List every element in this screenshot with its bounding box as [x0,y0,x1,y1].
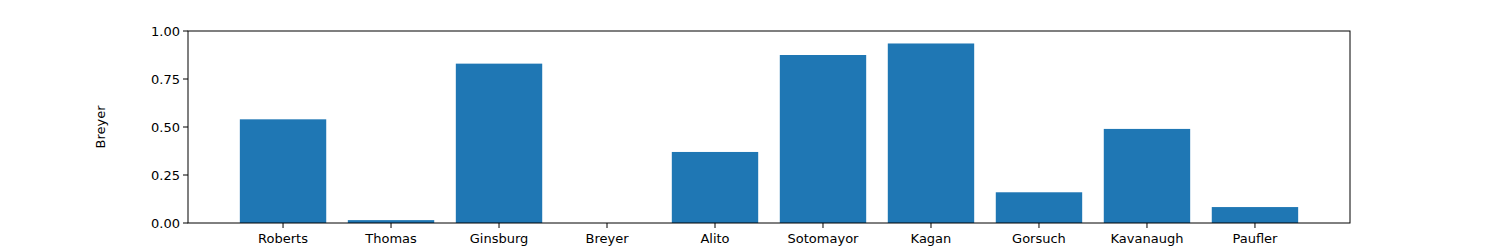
bar [456,64,542,223]
y-tick [183,79,188,80]
bar [1104,129,1190,223]
y-axis-label: Breyer [93,105,108,149]
y-tick-label: 0.00 [151,216,180,231]
x-tick-label: Thomas [364,231,417,246]
x-tick [1146,223,1147,228]
x-tick-label: Alito [700,231,729,246]
y-tick-label: 0.50 [151,120,180,135]
x-tick [1038,223,1039,228]
bar [672,152,758,223]
x-tick [607,223,608,228]
bar [240,119,326,223]
x-tick [391,223,392,228]
x-tick-label: Gorsuch [1012,231,1066,246]
y-tick-label: 1.00 [151,24,180,39]
bar [1212,207,1298,223]
y-tick-label: 0.75 [151,72,180,87]
x-tick-label: Kavanaugh [1111,231,1184,246]
x-tick-label: Kagan [911,231,952,246]
x-tick-label: Roberts [258,231,308,246]
y-tick [183,223,188,224]
chart: 0.00 0.25 0.50 0.75 1.00 Roberts Thomas Ginsbur… [0,0,1500,250]
x-tick-label: Paufler [1232,231,1278,246]
y-tick [183,175,188,176]
y-tick-label: 0.25 [151,168,180,183]
bars [240,43,1298,223]
x-tick [930,223,931,228]
x-tick [822,223,823,228]
frame [188,31,1350,223]
x-tick [283,223,284,228]
x-tick [499,223,500,228]
x-tick-label: Ginsburg [470,231,529,246]
bar [888,43,974,223]
y-tick [183,31,188,32]
x-tick-label: Sotomayor [788,231,860,246]
x-tick [1254,223,1255,228]
x-tick-label: Breyer [586,231,630,246]
bar [780,55,866,223]
bar [996,192,1082,223]
y-tick [183,127,188,128]
x-tick [715,223,716,228]
